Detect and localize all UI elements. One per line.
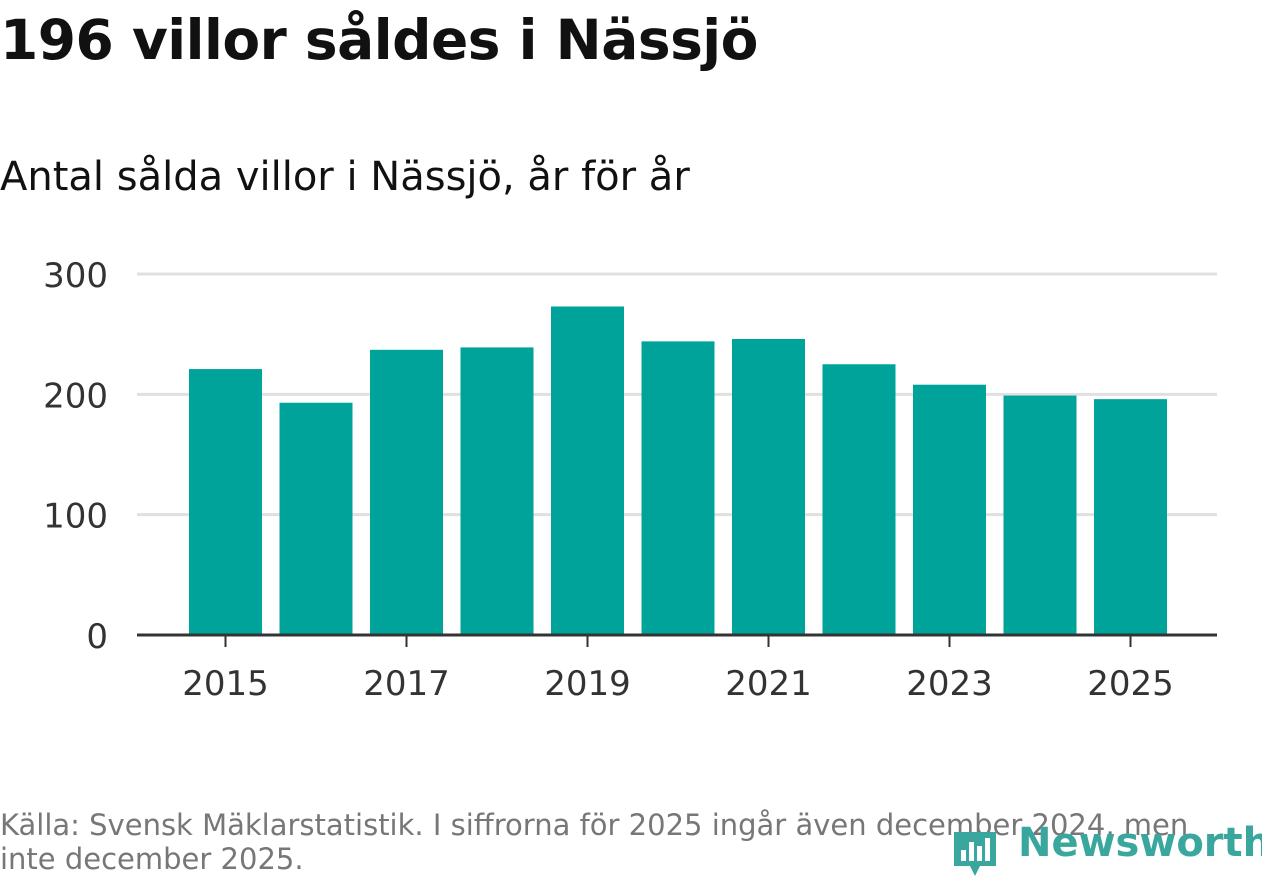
x-axis-labels: 2015 2017 2019 2021 2023 2025 bbox=[182, 664, 1174, 704]
bar-2021 bbox=[732, 338, 805, 635]
y-tick-label: 200 bbox=[43, 376, 108, 416]
x-tick-label: 2015 bbox=[182, 664, 269, 704]
bar-chart-pin-icon bbox=[954, 832, 996, 876]
y-tick-label: 100 bbox=[43, 497, 108, 537]
bar-2023 bbox=[913, 384, 986, 635]
bar-chart: 0 100 200 300 2015 2017 2019 2021 2023 2025 bbox=[43, 256, 1217, 704]
chart-subtitle: Antal sålda villor i Nässjö, år för år bbox=[0, 154, 690, 200]
bar-2019 bbox=[551, 306, 624, 635]
bar-2015 bbox=[189, 369, 262, 635]
bars bbox=[189, 306, 1167, 635]
bar-2020 bbox=[641, 341, 715, 635]
x-tick-label: 2023 bbox=[906, 664, 993, 704]
newsworthy-logo: Newsworthy bbox=[950, 820, 1262, 876]
bar-2022 bbox=[822, 364, 896, 635]
logo-text: Newsworthy bbox=[1018, 820, 1262, 866]
x-axis bbox=[137, 633, 1217, 647]
bar-2018 bbox=[460, 347, 534, 635]
y-tick-label: 0 bbox=[86, 617, 108, 657]
bar-2025 bbox=[1094, 399, 1167, 635]
bar-2017 bbox=[370, 349, 443, 635]
bar-2024 bbox=[1003, 395, 1077, 635]
x-tick-label: 2017 bbox=[363, 664, 450, 704]
x-tick-label: 2021 bbox=[725, 664, 812, 704]
x-tick-label: 2019 bbox=[544, 664, 631, 704]
y-tick-label: 300 bbox=[43, 256, 108, 296]
bar-2016 bbox=[279, 402, 353, 635]
x-tick-label: 2025 bbox=[1087, 664, 1174, 704]
chart-title: 196 villor såldes i Nässjö bbox=[0, 8, 758, 72]
y-axis-labels: 0 100 200 300 bbox=[43, 256, 108, 657]
